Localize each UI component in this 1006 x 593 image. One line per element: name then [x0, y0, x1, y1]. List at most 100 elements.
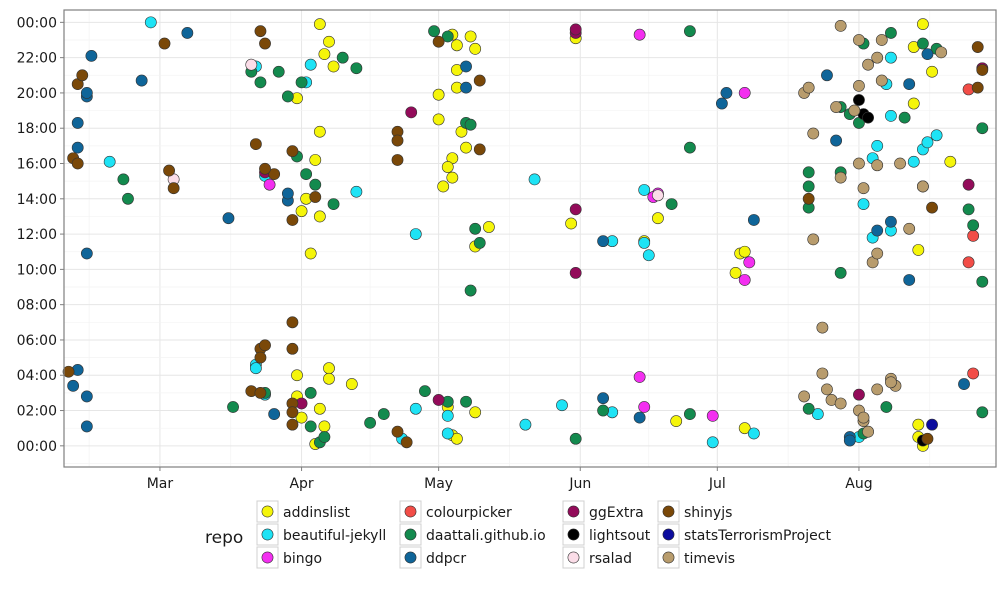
- y-tick-label: 06:00: [17, 333, 57, 349]
- data-point: [419, 385, 431, 398]
- legend-label: timevis: [684, 551, 735, 567]
- data-point: [834, 397, 847, 410]
- y-tick-label: 20:00: [17, 86, 57, 102]
- legend-label: rsalad: [589, 551, 632, 567]
- data-point: [323, 372, 335, 385]
- data-point: [857, 182, 870, 195]
- data-point: [853, 79, 865, 92]
- data-point: [441, 409, 454, 422]
- data-point: [304, 386, 317, 399]
- data-point: [665, 198, 678, 210]
- legend-label: colourpicker: [426, 505, 512, 521]
- legend-label: statsTerrorismProject: [684, 528, 831, 544]
- legend-swatch: [261, 528, 274, 541]
- y-tick-label: 16:00: [17, 157, 57, 173]
- data-point: [935, 46, 948, 59]
- data-point: [976, 275, 989, 288]
- legend-item: beautiful-jekyll: [256, 523, 386, 546]
- data-point: [473, 143, 486, 156]
- data-point: [469, 406, 482, 419]
- data-point: [729, 267, 742, 279]
- data-point: [857, 411, 870, 424]
- data-point: [295, 76, 308, 89]
- data-point: [652, 212, 664, 225]
- data-point: [71, 157, 84, 170]
- data-point: [313, 210, 326, 223]
- data-point: [816, 321, 829, 334]
- data-point: [802, 81, 815, 94]
- data-point: [857, 198, 870, 210]
- data-point: [958, 378, 970, 390]
- data-point: [638, 237, 651, 249]
- x-tick-label: Mar: [147, 476, 174, 492]
- y-tick-label: 02:00: [17, 404, 57, 420]
- legend-swatch: [261, 505, 274, 518]
- data-point: [377, 408, 390, 420]
- data-point: [286, 145, 299, 158]
- data-point: [286, 406, 299, 419]
- data-point: [528, 173, 541, 186]
- data-point: [862, 425, 874, 438]
- series-addinslist: [291, 18, 957, 452]
- data-point: [482, 221, 495, 233]
- data-point: [249, 138, 262, 151]
- data-point: [834, 267, 847, 279]
- data-point: [903, 222, 916, 235]
- data-point: [738, 274, 751, 286]
- legend-item: rsalad: [562, 546, 632, 569]
- data-point: [350, 62, 363, 75]
- legend-swatch: [567, 505, 580, 518]
- data-point: [569, 203, 582, 216]
- data-point: [122, 192, 134, 205]
- data-point: [894, 157, 906, 170]
- data-point: [464, 118, 477, 131]
- legend-swatch: [662, 528, 675, 541]
- data-point: [460, 395, 472, 408]
- legend-label: beautiful-jekyll: [283, 528, 386, 544]
- data-point: [85, 49, 98, 62]
- data-point: [400, 436, 413, 449]
- data-point: [962, 178, 975, 191]
- y-tick-label: 10:00: [17, 262, 57, 278]
- data-point: [313, 402, 326, 415]
- data-point: [907, 155, 920, 168]
- data-point: [323, 35, 335, 48]
- data-point: [460, 60, 472, 73]
- data-point: [976, 122, 989, 135]
- data-point: [903, 274, 916, 286]
- data-point: [843, 434, 856, 447]
- y-tick-label: 22:00: [17, 51, 57, 67]
- data-point: [245, 58, 258, 71]
- legend-item: ggExtra: [562, 500, 644, 523]
- data-point: [642, 249, 655, 262]
- legend-swatch: [662, 505, 675, 518]
- data-point: [336, 51, 349, 64]
- x-tick-label: Jul: [708, 476, 726, 492]
- data-point: [944, 155, 957, 168]
- data-point: [441, 161, 454, 173]
- data-point: [834, 171, 847, 184]
- series-colourpicker: [962, 83, 980, 380]
- data-point: [432, 394, 445, 406]
- data-point: [259, 162, 271, 175]
- legend: repo addinslist beautiful-jekyll bingo colo…: [205, 500, 831, 569]
- data-point: [976, 406, 989, 419]
- data-point: [556, 399, 568, 412]
- data-point: [706, 409, 719, 422]
- data-point: [971, 81, 984, 94]
- data-point: [254, 76, 267, 89]
- data-point: [670, 415, 683, 428]
- data-point: [976, 64, 989, 76]
- data-point: [281, 187, 294, 200]
- series-timevis: [798, 19, 948, 438]
- series-rsalad: [167, 58, 664, 202]
- data-point: [807, 127, 820, 140]
- data-point: [300, 168, 313, 180]
- legend-title: repo: [205, 528, 243, 548]
- data-point: [875, 34, 888, 46]
- data-point: [451, 432, 463, 445]
- data-point: [912, 418, 925, 431]
- data-point: [880, 401, 893, 413]
- data-point: [286, 214, 299, 226]
- data-point: [885, 376, 897, 389]
